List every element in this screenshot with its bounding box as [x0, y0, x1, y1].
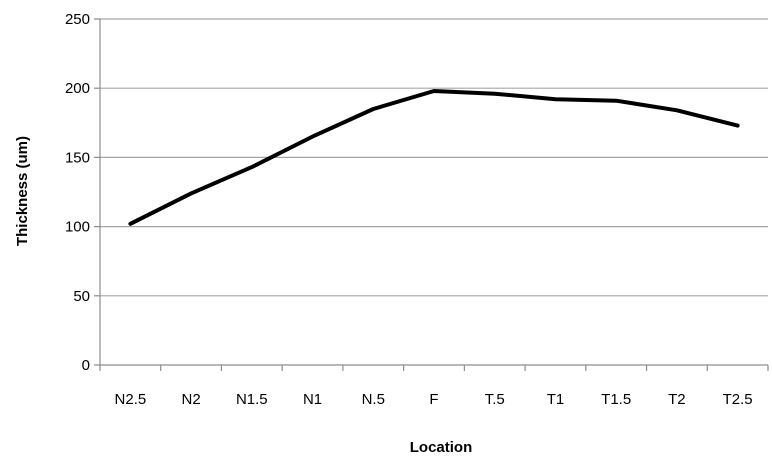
y-tick-label: 150	[65, 149, 90, 166]
y-tick-label: 200	[65, 80, 90, 97]
y-tick-label: 0	[82, 357, 90, 374]
x-tick-label: T.5	[485, 391, 505, 408]
y-tick-label: 250	[65, 11, 90, 28]
x-tick-label: F	[429, 391, 438, 408]
x-tick-label: N1.5	[236, 391, 268, 408]
x-axis-title: Location	[410, 439, 473, 456]
x-tick-label: T1	[547, 391, 565, 408]
x-tick-label: T2.5	[723, 391, 753, 408]
x-tick-label: N2	[181, 391, 200, 408]
x-tick-labels: N2.5 N2 N1.5 N1 N.5 F T.5 T1 T1.5 T2 T2.5	[115, 391, 753, 408]
x-tick-label: T2	[668, 391, 686, 408]
y-tick-label: 50	[73, 288, 90, 305]
y-tick-label: 100	[65, 219, 90, 236]
gridlines	[100, 19, 768, 296]
x-tick-label: T1.5	[601, 391, 631, 408]
axes	[94, 19, 768, 371]
x-tick-label: N.5	[362, 391, 385, 408]
x-tick-label: N2.5	[115, 391, 147, 408]
x-tick-label: N1	[303, 391, 322, 408]
y-axis-title: Thickness (um)	[14, 136, 31, 246]
y-tick-labels: 0 50 100 150 200 250	[65, 11, 90, 374]
